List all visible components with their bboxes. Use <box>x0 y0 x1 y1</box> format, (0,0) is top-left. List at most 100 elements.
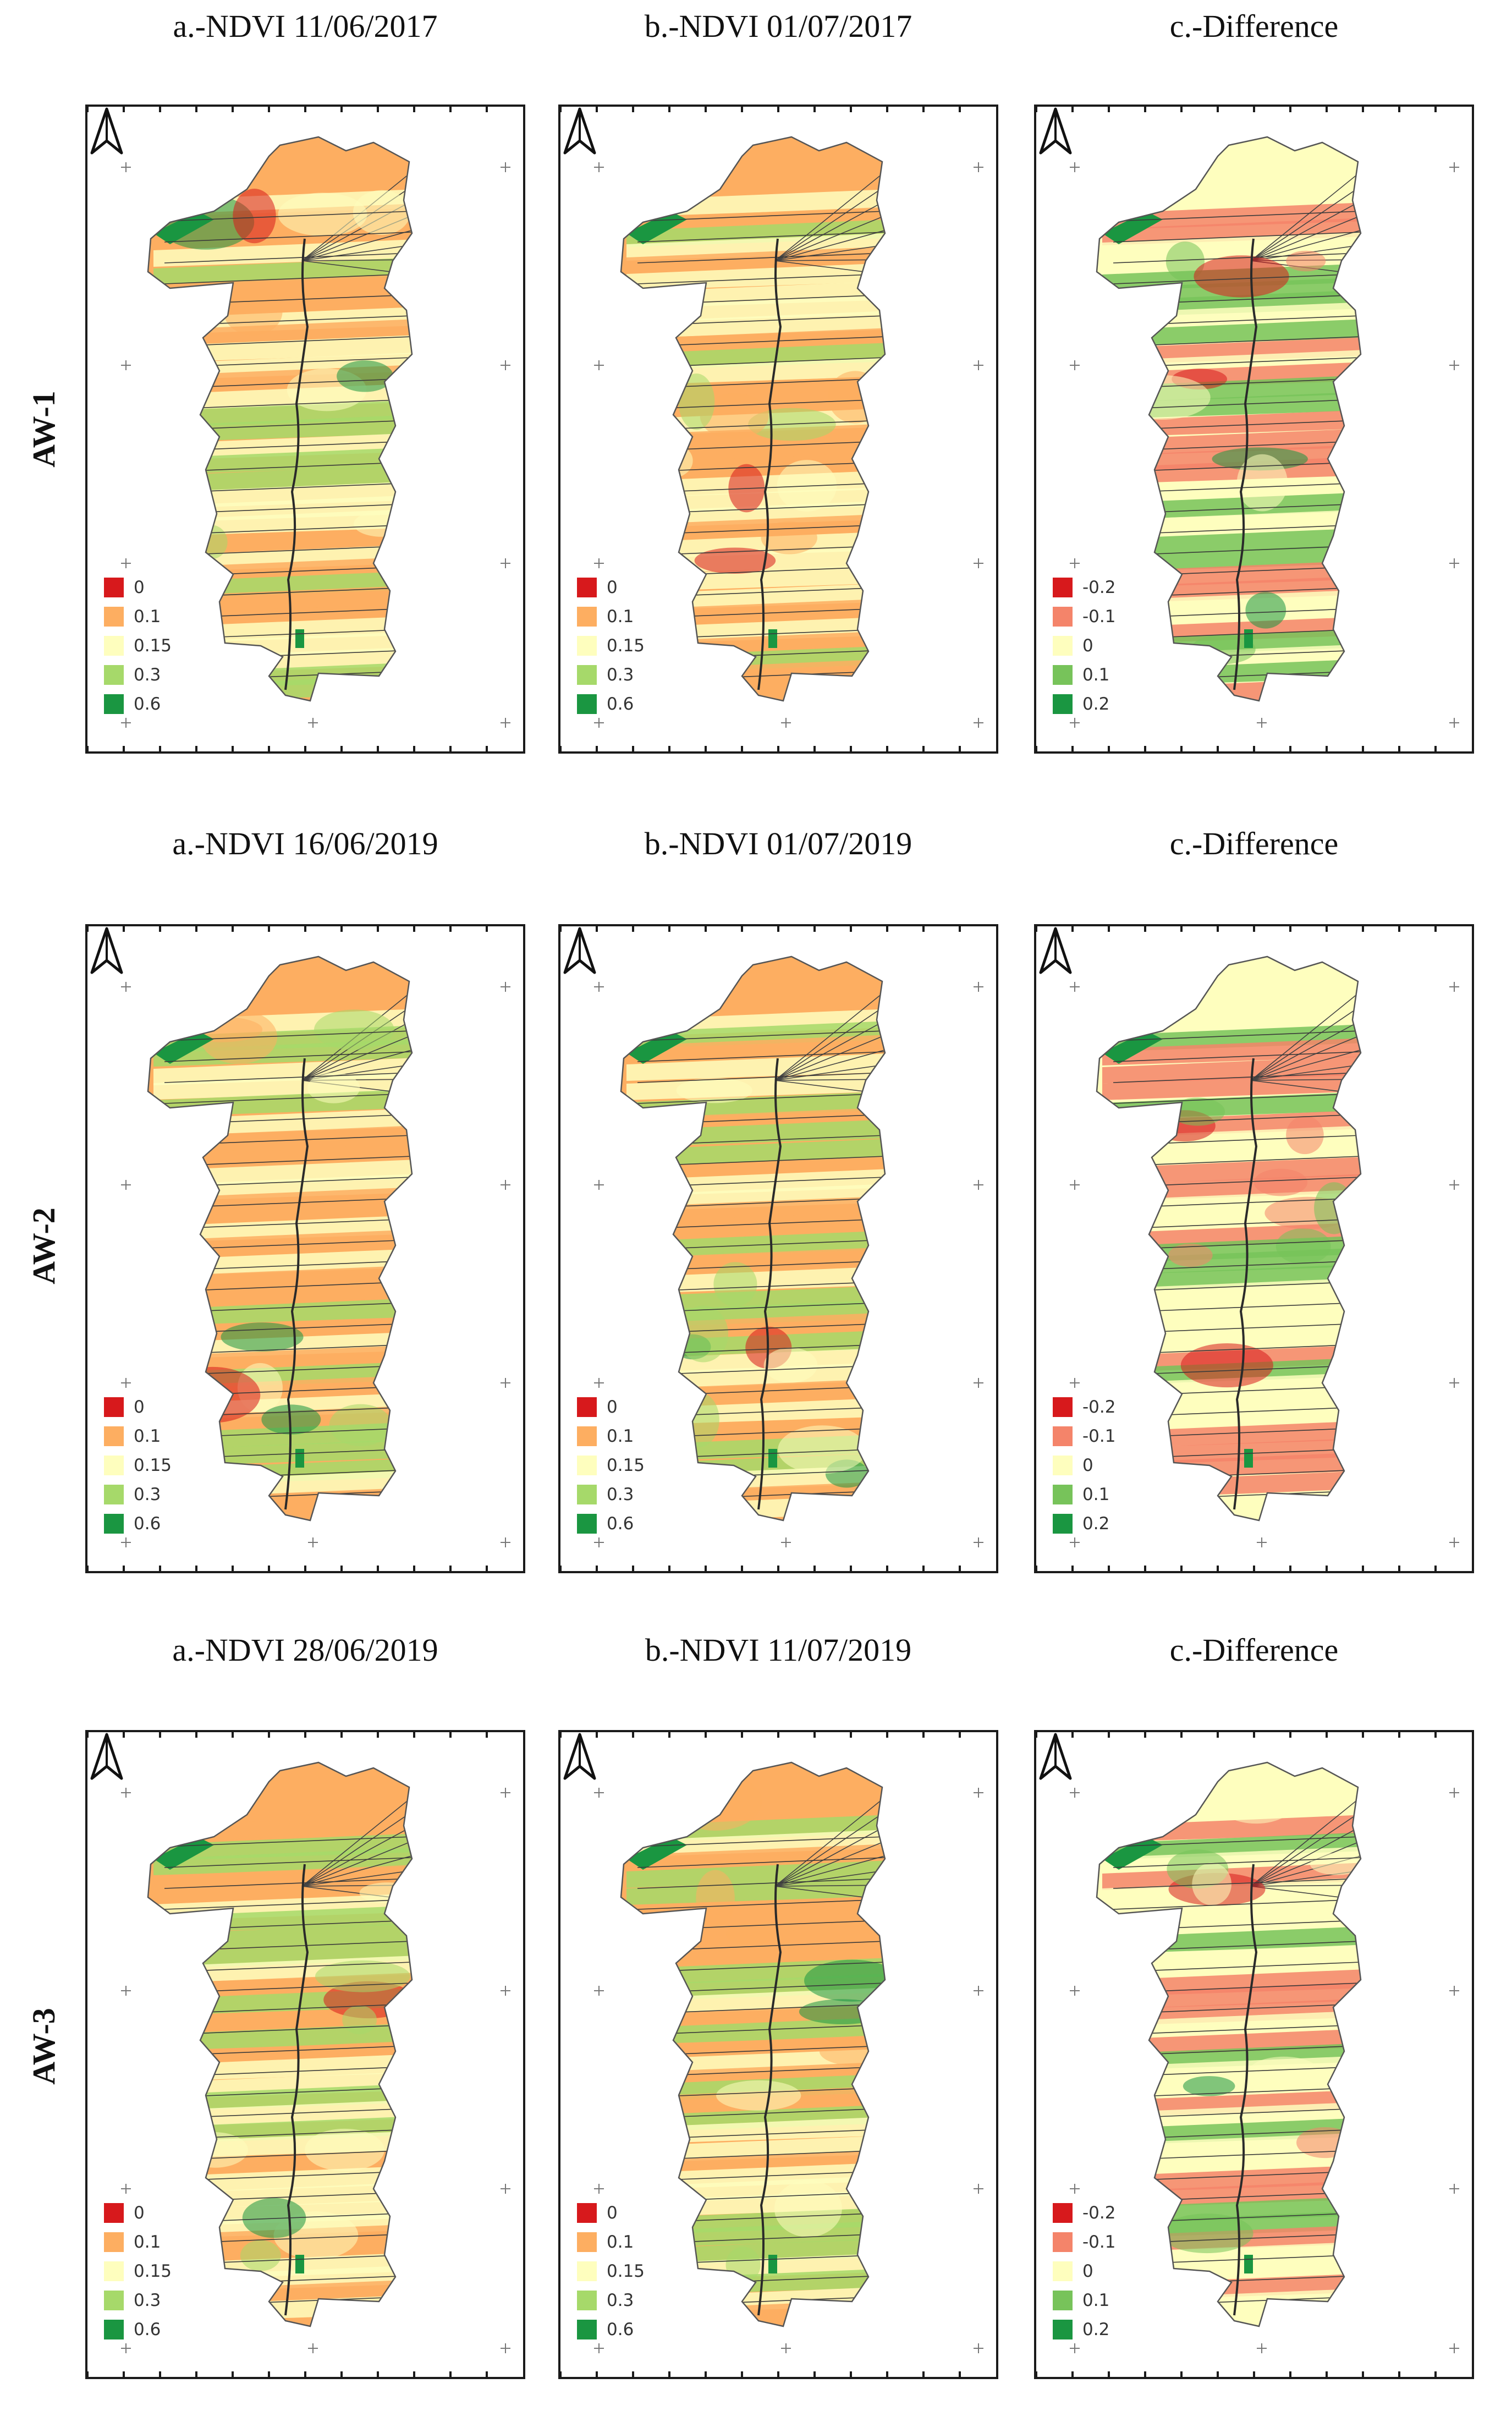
legend-swatch <box>1053 606 1073 627</box>
legend-swatch <box>104 606 124 627</box>
legend-swatch <box>577 2232 597 2252</box>
legend-value: -0.2 <box>1082 577 1116 597</box>
legend-item: 0.1 <box>104 2227 172 2256</box>
legend-value: 0 <box>134 2203 145 2223</box>
legend-item: -0.2 <box>1053 1392 1116 1421</box>
legend-swatch <box>577 664 597 685</box>
legend-value: -0.2 <box>1082 2203 1116 2223</box>
field-map <box>87 926 510 1571</box>
legend-swatch <box>577 1513 597 1534</box>
field-map <box>1036 107 1459 751</box>
legend-item: 0.6 <box>577 2315 645 2344</box>
legend-value: 0.3 <box>134 2290 161 2310</box>
legend-value: 0.3 <box>607 1484 634 1504</box>
legend-item: -0.2 <box>1053 2198 1116 2227</box>
legend-value: 0.15 <box>134 2261 172 2281</box>
legend-swatch <box>104 577 124 597</box>
legend-swatch <box>577 577 597 597</box>
legend-value: 0 <box>1082 1455 1093 1475</box>
legend-swatch <box>1053 635 1073 656</box>
north-arrow-icon <box>563 927 596 974</box>
legend-item: 0.2 <box>1053 2315 1116 2344</box>
north-arrow-icon <box>90 1733 123 1780</box>
legend-swatch <box>1053 2203 1073 2223</box>
legend-item: 0.3 <box>104 660 172 689</box>
legend-swatch <box>1053 694 1073 714</box>
legend-item: 0 <box>577 573 645 602</box>
legend-swatch <box>104 1426 124 1446</box>
field-map <box>560 107 983 751</box>
map-panel: 0 0.1 0.15 0.3 0.6 <box>558 105 998 754</box>
legend-item: 0.15 <box>104 631 172 660</box>
legend-value: -0.2 <box>1082 1397 1116 1417</box>
legend-value: 0.6 <box>134 2319 161 2339</box>
panel-title: c.-Difference <box>1169 1632 1339 1668</box>
legend-value: 0.2 <box>1082 694 1110 714</box>
legend-value: 0.3 <box>607 2290 634 2310</box>
legend-value: 0.2 <box>1082 1513 1110 1534</box>
field-map <box>1036 926 1459 1571</box>
legend-swatch <box>1053 1426 1073 1446</box>
legend-swatch <box>104 2232 124 2252</box>
panel-title: b.-NDVI 11/07/2019 <box>645 1632 912 1668</box>
legend-swatch <box>104 1455 124 1475</box>
legend-value: 0.15 <box>607 635 645 656</box>
legend-swatch <box>1053 664 1073 685</box>
legend-swatch <box>1053 1484 1073 1504</box>
legend-item: 0.6 <box>577 689 645 718</box>
legend-swatch <box>577 1426 597 1446</box>
legend-value: 0.1 <box>607 606 634 627</box>
legend-swatch <box>577 2203 597 2223</box>
legend-value: -0.1 <box>1082 2232 1116 2252</box>
legend-value: 0.2 <box>1082 2319 1110 2339</box>
legend-value: 0.3 <box>607 664 634 685</box>
legend-swatch <box>577 1397 597 1417</box>
legend-value: 0.15 <box>607 1455 645 1475</box>
north-arrow-icon <box>1039 1733 1072 1780</box>
legend-swatch <box>577 1455 597 1475</box>
north-arrow-icon <box>90 927 123 974</box>
legend-item: 0.2 <box>1053 689 1116 718</box>
map-panel: 0 0.1 0.15 0.3 0.6 <box>85 105 525 754</box>
north-arrow-icon <box>1039 927 1072 974</box>
legend-item: -0.1 <box>1053 602 1116 631</box>
north-arrow-icon <box>90 107 123 155</box>
legend-swatch <box>1053 2319 1073 2339</box>
legend-item: 0.3 <box>577 2286 645 2315</box>
legend-value: 0.1 <box>607 2232 634 2252</box>
legend-swatch <box>577 1484 597 1504</box>
legend-swatch <box>104 2261 124 2281</box>
north-arrow-icon <box>1039 107 1072 155</box>
legend-value: 0.1 <box>134 606 161 627</box>
panel-title: a.-NDVI 16/06/2019 <box>172 826 438 861</box>
map-legend: 0 0.1 0.15 0.3 0.6 <box>104 2198 172 2344</box>
legend-swatch <box>1053 2290 1073 2310</box>
legend-item: 0.1 <box>1053 1480 1116 1509</box>
legend-value: 0 <box>607 1397 618 1417</box>
legend-swatch <box>104 2319 124 2339</box>
legend-swatch <box>104 2290 124 2310</box>
legend-item: 0.1 <box>577 602 645 631</box>
legend-item: -0.2 <box>1053 573 1116 602</box>
legend-value: -0.1 <box>1082 606 1116 627</box>
legend-value: 0 <box>1082 2261 1093 2281</box>
legend-item: 0.15 <box>577 1451 645 1480</box>
legend-swatch <box>1053 2232 1073 2252</box>
legend-swatch <box>104 635 124 656</box>
legend-item: 0 <box>1053 631 1116 660</box>
legend-item: 0.3 <box>104 1480 172 1509</box>
map-panel: 0 0.1 0.15 0.3 0.6 <box>558 1730 998 2379</box>
legend-item: -0.1 <box>1053 2227 1116 2256</box>
row-label: AW-1 <box>26 391 62 468</box>
legend-value: 0.6 <box>134 694 161 714</box>
legend-item: 0 <box>104 2198 172 2227</box>
legend-item: 0 <box>104 1392 172 1421</box>
field-map <box>1036 1732 1459 2377</box>
legend-item: 0.6 <box>577 1509 645 1538</box>
field-map <box>87 1732 510 2377</box>
legend-item: 0.15 <box>104 2256 172 2286</box>
legend-swatch <box>104 1513 124 1534</box>
legend-swatch <box>1053 1513 1073 1534</box>
legend-swatch <box>104 664 124 685</box>
legend-item: 0.6 <box>104 1509 172 1538</box>
